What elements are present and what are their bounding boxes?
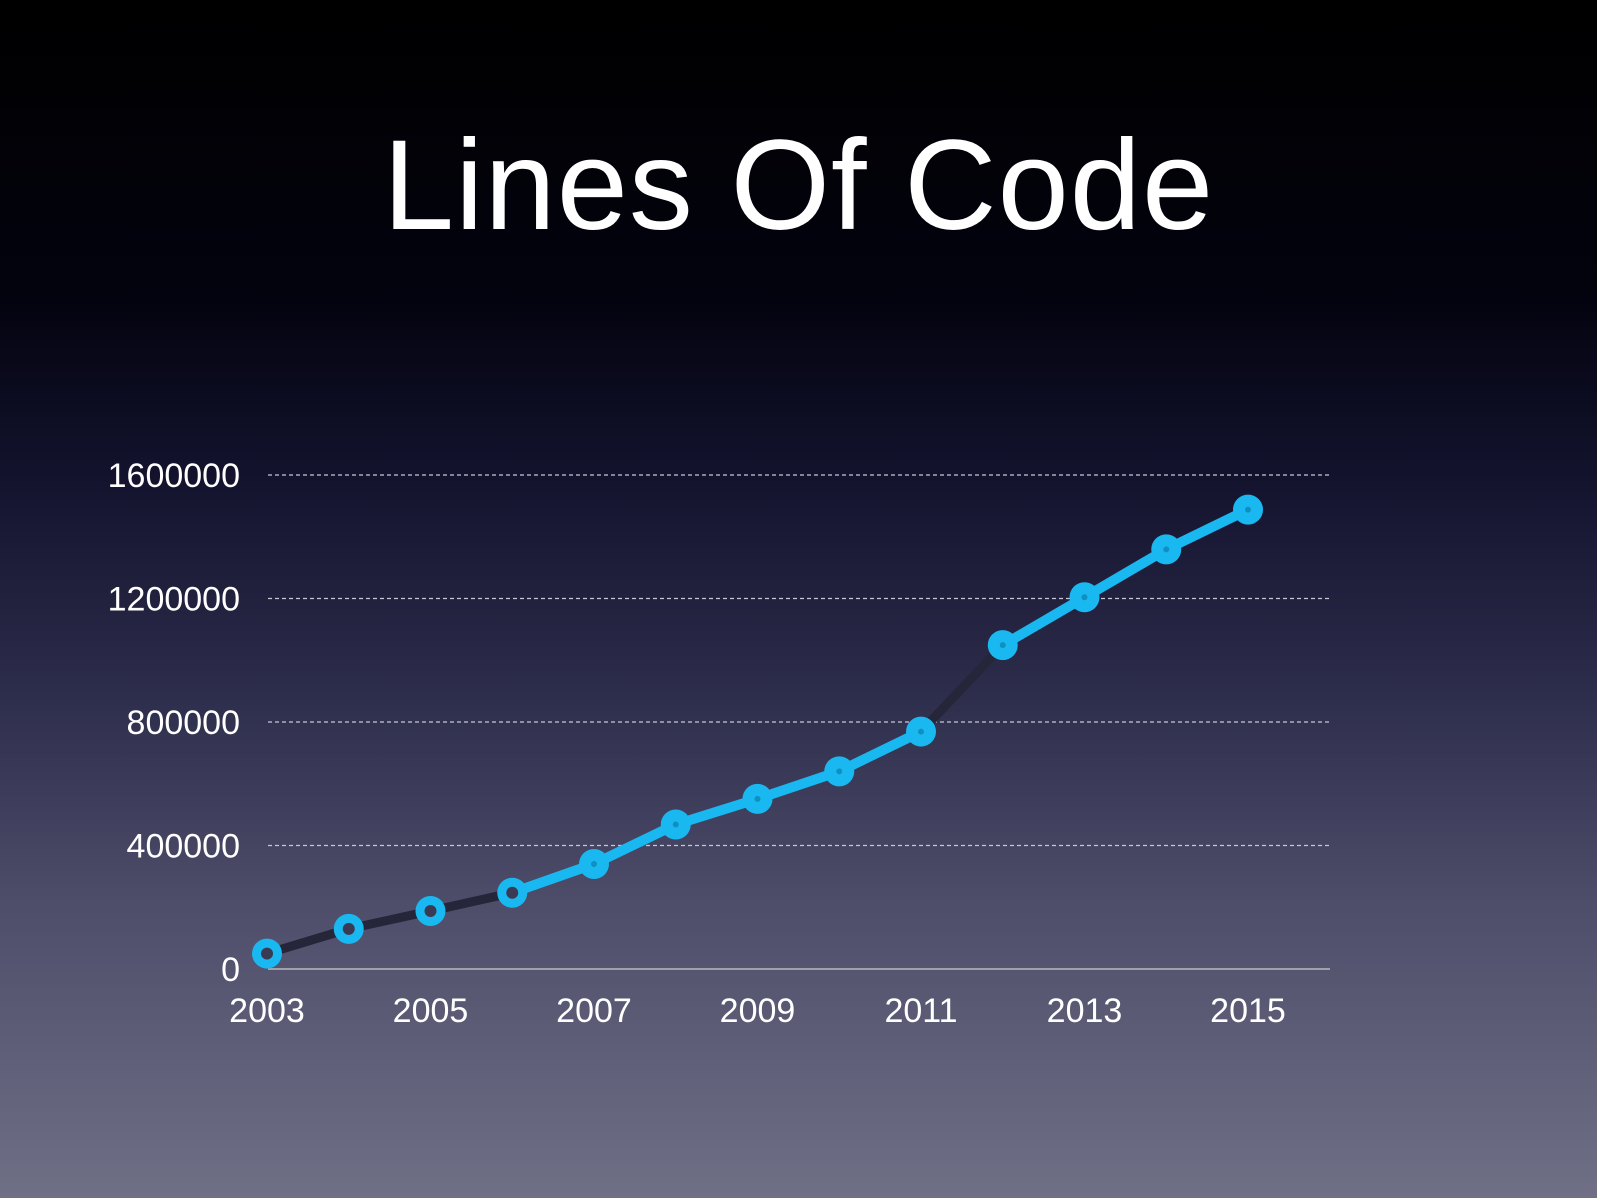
y-tick-label: 0 [221,951,240,989]
data-point-center [999,642,1006,649]
data-point-center [836,768,843,775]
y-tick-label: 400000 [127,828,240,866]
series-segment [997,592,1090,651]
x-tick-label: 2007 [556,992,632,1030]
series-segment [1079,544,1172,603]
y-tick-label: 1600000 [108,457,240,495]
data-point-center [591,861,597,868]
data-point-center [342,922,355,935]
data-point-center [754,795,761,802]
x-tick-label: 2005 [393,992,469,1030]
series-segment [589,819,681,870]
y-tick-label: 800000 [127,704,240,742]
data-point-center [1081,594,1088,601]
chart-title: Lines Of Code [382,114,1215,257]
data-point-center [672,821,679,828]
y-tick-label: 1200000 [108,581,240,619]
x-tick-label: 2011 [884,992,957,1030]
x-tick-label: 2009 [720,992,796,1030]
data-point-center [1245,506,1251,513]
series-segment [1161,504,1253,555]
data-point-center [506,886,519,899]
data-point-center [261,947,273,960]
data-point-center [424,904,437,917]
series-segment [916,640,1008,737]
x-tick-label: 2003 [229,992,305,1030]
data-point-center [1163,546,1170,553]
series-segment [834,726,926,777]
data-point-center [918,728,924,735]
x-tick-label: 2015 [1210,992,1286,1030]
x-tick-label: 2013 [1047,992,1123,1030]
